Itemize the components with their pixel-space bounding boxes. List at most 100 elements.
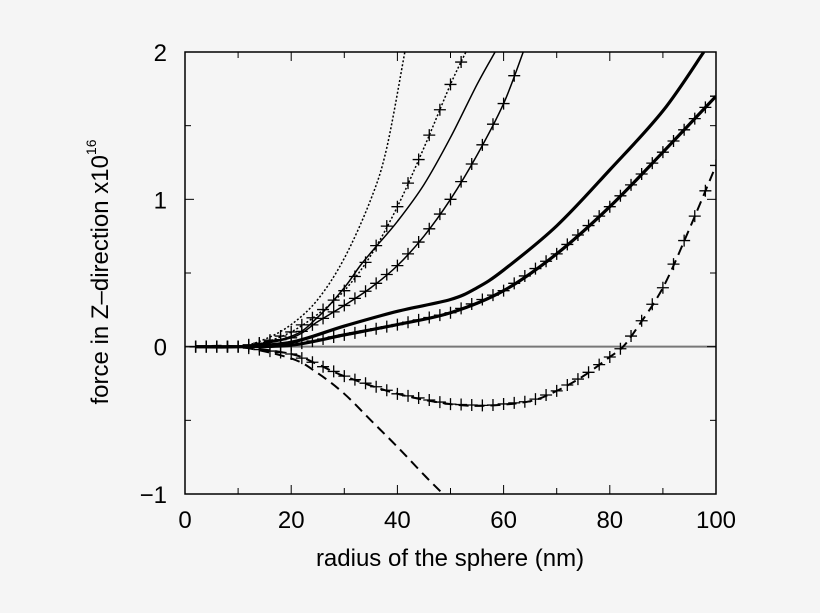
- cross-marker: [359, 324, 372, 337]
- cross-marker: [412, 236, 425, 249]
- cross-marker: [476, 293, 489, 306]
- cross-marker: [444, 398, 457, 411]
- cross-marker: [317, 312, 330, 325]
- cross-marker: [656, 146, 669, 159]
- cross-marker: [455, 175, 468, 188]
- cross-marker: [359, 285, 372, 298]
- cross-marker: [486, 118, 499, 131]
- cross-marker: [391, 387, 404, 400]
- axis-ticks: [184, 51, 717, 495]
- cross-marker: [380, 320, 393, 333]
- cross-marker: [338, 299, 351, 312]
- cross-marker: [348, 326, 361, 339]
- cross-marker: [540, 255, 553, 268]
- series-dotted: [195, 52, 406, 348]
- cross-marker: [603, 200, 616, 213]
- cross-marker: [688, 112, 701, 125]
- cross-marker: [338, 370, 351, 383]
- x-tick-label: 20: [278, 507, 305, 534]
- cross-marker: [317, 333, 330, 346]
- cross-marker: [635, 314, 648, 327]
- cross-marker: [529, 393, 542, 406]
- cross-marker: [656, 281, 669, 294]
- cross-marker: [306, 318, 319, 331]
- cross-marker: [412, 153, 425, 166]
- cross-marker: [253, 343, 266, 356]
- cross-marker: [327, 305, 340, 318]
- series-line: [195, 344, 444, 494]
- cross-marker: [571, 228, 584, 241]
- y-tick-label: −1: [140, 482, 167, 509]
- series-thin-cross: [189, 52, 524, 353]
- y-tick-label: 1: [154, 187, 167, 214]
- cross-marker: [348, 373, 361, 386]
- cross-marker: [550, 384, 563, 397]
- cross-marker: [402, 316, 415, 329]
- cross-marker: [646, 298, 659, 311]
- series-dashed-cross: [189, 159, 716, 412]
- cross-marker: [306, 335, 319, 348]
- cross-marker: [317, 360, 330, 373]
- cross-marker: [710, 90, 716, 103]
- cross-marker: [370, 322, 383, 335]
- cross-marker: [391, 259, 404, 272]
- series-dotted-cross: [189, 52, 468, 353]
- cross-marker: [603, 350, 616, 363]
- cross-marker: [476, 138, 489, 151]
- cross-marker: [423, 311, 436, 324]
- cross-marker: [625, 178, 638, 191]
- cross-marker: [646, 157, 659, 170]
- cross-marker: [465, 297, 478, 310]
- cross-marker: [295, 325, 308, 338]
- cross-marker: [508, 69, 521, 82]
- cross-marker: [508, 396, 521, 409]
- cross-marker: [327, 365, 340, 378]
- cross-marker: [550, 247, 563, 260]
- y-tick-label: 2: [154, 40, 167, 67]
- cross-marker: [486, 289, 499, 302]
- plot-frame: [184, 51, 717, 495]
- x-tick-labels: 0 20 40 60 80 100: [178, 507, 736, 534]
- cross-marker: [359, 377, 372, 390]
- cross-marker: [433, 208, 446, 221]
- y-axis-title: force in Z–direction x1016: [83, 139, 114, 404]
- cross-marker: [455, 398, 468, 411]
- series-thick-cross: [189, 90, 716, 353]
- cross-marker: [433, 396, 446, 409]
- cross-marker: [508, 277, 521, 290]
- x-tick-label: 100: [696, 507, 736, 534]
- series-line: [195, 165, 716, 407]
- cross-marker: [338, 284, 351, 297]
- cross-marker: [402, 177, 415, 190]
- cross-marker: [497, 97, 510, 110]
- cross-marker: [497, 397, 510, 410]
- x-axis-title: radius of the sphere (nm): [316, 545, 584, 572]
- cross-marker: [497, 284, 510, 297]
- cross-marker: [688, 210, 701, 223]
- cross-marker: [444, 78, 457, 91]
- cross-marker: [455, 56, 468, 69]
- cross-marker: [423, 129, 436, 142]
- cross-marker: [614, 189, 627, 202]
- cross-marker: [593, 358, 606, 371]
- cross-marker: [402, 247, 415, 260]
- cross-marker: [295, 352, 308, 365]
- cross-marker: [582, 219, 595, 232]
- cross-marker: [678, 123, 691, 136]
- cross-marker: [412, 313, 425, 326]
- cross-marker: [561, 238, 574, 251]
- cross-marker: [699, 184, 712, 197]
- cross-marker: [476, 399, 489, 412]
- cross-marker: [391, 200, 404, 213]
- cross-marker: [635, 167, 648, 180]
- cross-marker: [380, 384, 393, 397]
- cross-marker: [380, 268, 393, 281]
- cross-marker: [678, 234, 691, 247]
- cross-marker: [348, 292, 361, 305]
- cross-marker: [571, 373, 584, 386]
- plot-series: [189, 52, 716, 494]
- y-tick-label: 0: [154, 335, 167, 362]
- cross-marker: [465, 398, 478, 411]
- cross-marker: [423, 394, 436, 407]
